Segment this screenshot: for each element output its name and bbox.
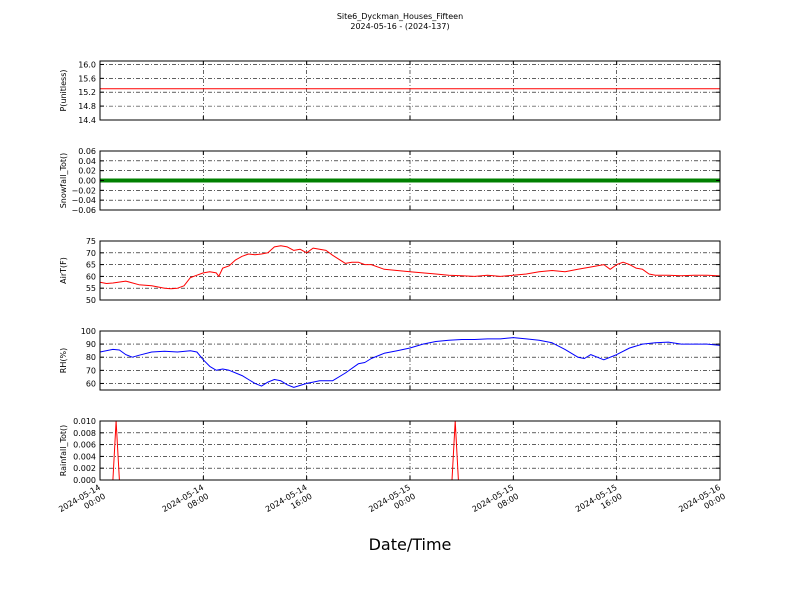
y-tick-label: 75 [86, 237, 96, 246]
series-line [99, 245, 721, 290]
y-tick-label: 70 [86, 249, 96, 258]
x-tick-label: 2024-05-1600:00 [677, 483, 727, 523]
y-tick-label: 0.010 [73, 417, 96, 426]
x-tick-label: 2024-05-1408:00 [161, 483, 211, 523]
x-tick-label: 2024-05-1416:00 [264, 483, 314, 523]
y-tick-label: 80 [86, 353, 96, 362]
panels: 16.015.615.214.814.4P(unitless)0.060.040… [59, 60, 721, 485]
y-tick-label: 0.00 [78, 177, 96, 186]
x-tick-label: 2024-05-1400:00 [57, 483, 107, 523]
y-tick-label: −0.06 [71, 206, 96, 215]
panel-2: 0.060.040.020.00−0.02−0.04−0.06Snowfall_… [59, 147, 721, 215]
y-axis-label: Snowfall_Tot() [59, 153, 68, 209]
y-tick-label: 0.04 [78, 157, 96, 166]
chart-title: Site6_Dyckman_Houses_Fifteen [337, 12, 463, 21]
y-tick-label: 0.02 [78, 167, 96, 176]
y-axis-label: AirT(F) [59, 257, 68, 284]
panel-1: 16.0 15.6 15.2 14.8 14.4 P(unitless) [59, 60, 721, 125]
y-tick-label: 16.0 [78, 60, 96, 69]
y-tick-label: 15.2 [78, 88, 96, 97]
y-tick-label: 0.006 [73, 441, 96, 450]
x-tick-label: 2024-05-1508:00 [471, 483, 521, 523]
x-tick-label: 2024-05-1500:00 [367, 483, 417, 523]
y-axis-label: P(unitless) [59, 69, 68, 111]
y-tick-label: 90 [86, 340, 96, 349]
y-tick-label: −0.02 [71, 186, 96, 195]
y-tick-label: 65 [86, 261, 96, 270]
y-tick-label: 55 [86, 284, 96, 293]
y-tick-label: −0.04 [71, 196, 96, 205]
x-axis-label: Date/Time [369, 535, 452, 554]
y-tick-label: 50 [86, 296, 96, 305]
y-tick-label: 60 [86, 272, 96, 281]
series-line [99, 337, 721, 388]
y-axis-label: Rainfall_Tot() [59, 425, 68, 477]
y-tick-label: 0.002 [73, 464, 96, 473]
y-axis-label: RH(%) [59, 348, 68, 373]
chart-subtitle: 2024-05-16 - (2024-137) [350, 22, 449, 31]
y-tick-label: 100 [81, 327, 96, 336]
panel-4: 100 90 80 70 60 RH(%) [59, 327, 721, 391]
x-tick-label: 2024-05-1516:00 [574, 483, 624, 523]
panel-3: 75 70 65 60 55 50 AirT(F) [59, 237, 721, 305]
y-tick-label: 60 [86, 379, 96, 388]
panel-5: 0.010 0.008 0.006 0.004 0.002 0.000 Rainfall_T… [59, 417, 721, 485]
y-tick-label: 70 [86, 366, 96, 375]
y-tick-label: 14.8 [78, 102, 96, 111]
y-tick-label: 0.000 [73, 476, 96, 485]
y-tick-label: 0.008 [73, 429, 96, 438]
y-tick-label: 15.6 [78, 74, 96, 83]
y-tick-label: 0.004 [73, 452, 96, 461]
y-tick-label: 14.4 [78, 116, 96, 125]
y-tick-label: 0.06 [78, 147, 96, 156]
x-tick-labels: 2024-05-1400:00 2024-05-1408:00 2024-05-14… [57, 483, 727, 523]
